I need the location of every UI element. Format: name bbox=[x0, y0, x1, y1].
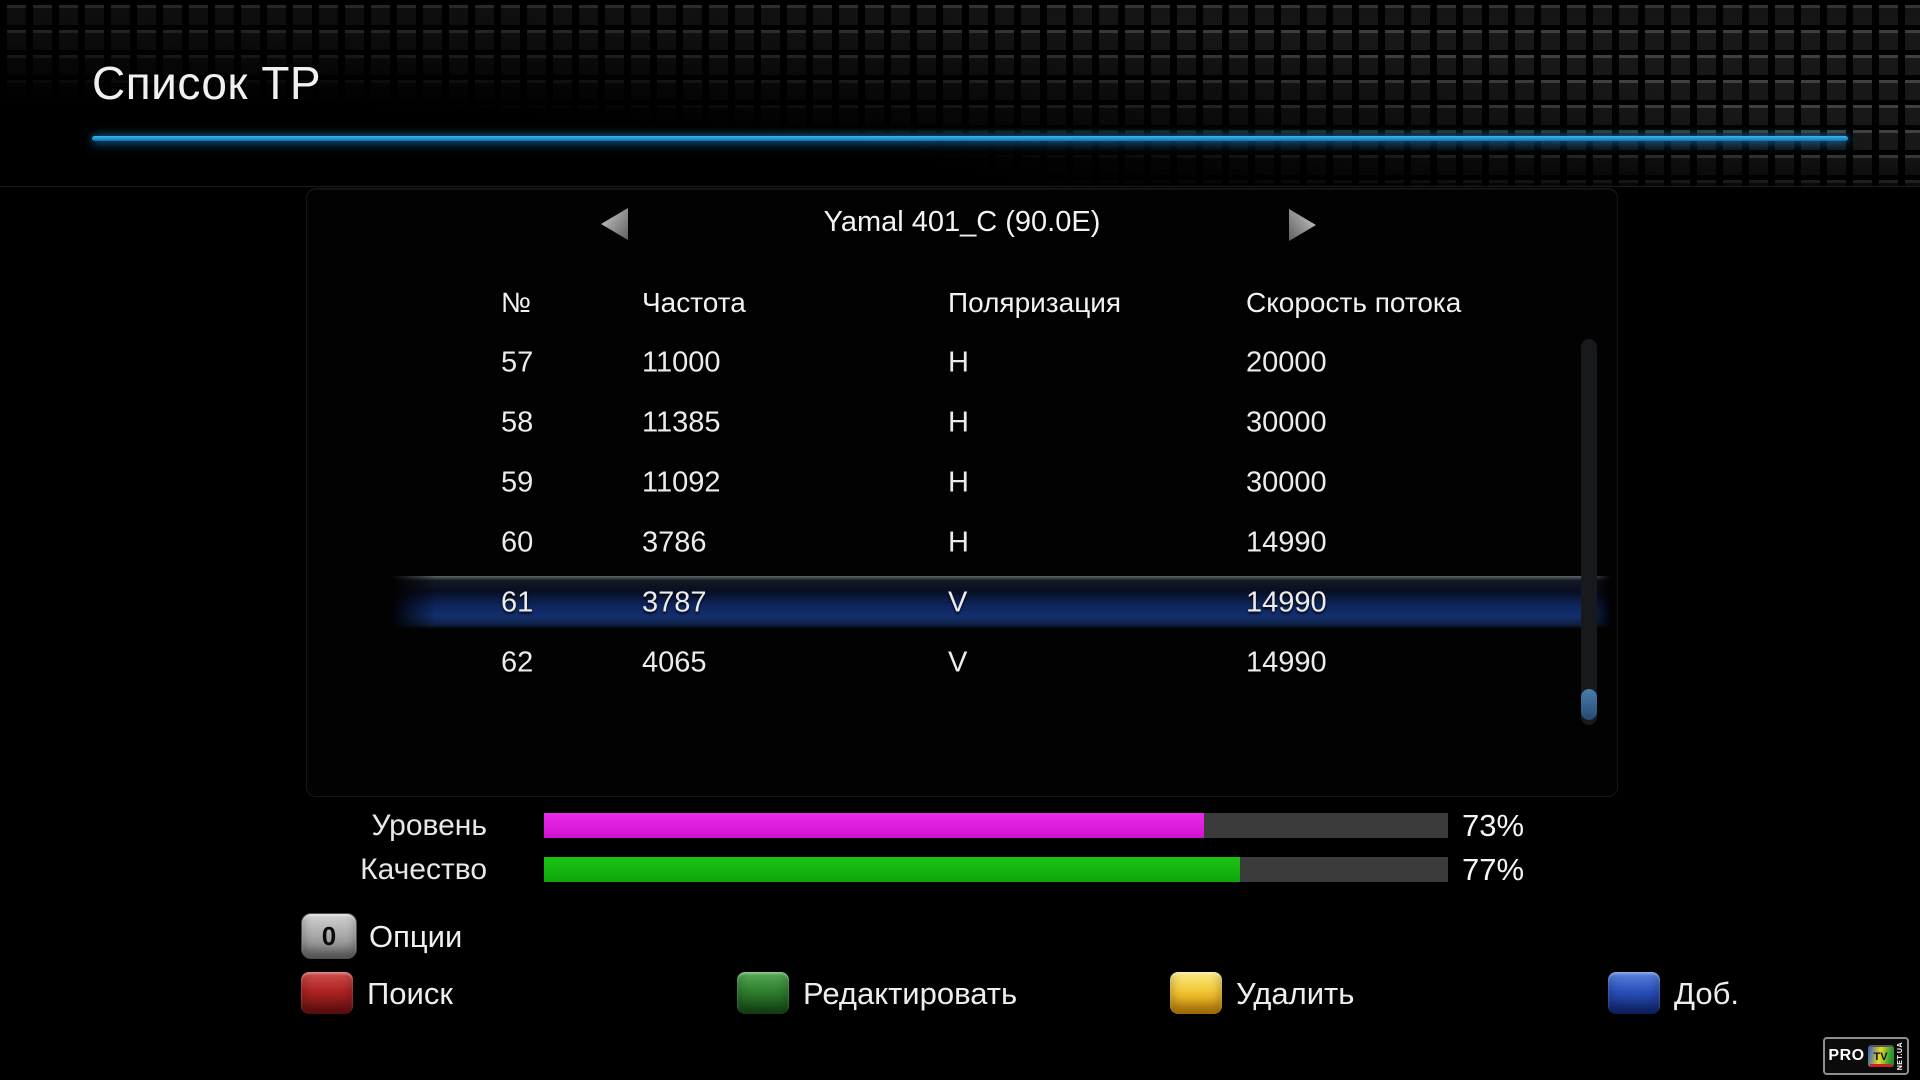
cell-freq: 11000 bbox=[642, 346, 721, 379]
col-header-polarization: Поляризация bbox=[948, 287, 1122, 318]
cell-sr: 30000 bbox=[1246, 466, 1327, 499]
cell-pol: V bbox=[948, 646, 968, 679]
table-row[interactable]: 60 3786 H 14990 bbox=[391, 513, 1611, 573]
table-row[interactable]: 61 3787 V 14990 bbox=[391, 573, 1611, 633]
signal-quality-percent: 77% bbox=[1462, 852, 1525, 887]
signal-level-fill bbox=[544, 813, 1204, 838]
cell-num: 60 bbox=[501, 526, 534, 559]
cell-num: 61 bbox=[501, 586, 534, 619]
cell-sr: 14990 bbox=[1246, 526, 1327, 559]
cell-freq: 3787 bbox=[642, 586, 707, 619]
signal-quality-bar bbox=[544, 857, 1448, 882]
cell-pol: V bbox=[948, 586, 968, 619]
scrollbar-thumb[interactable] bbox=[1581, 689, 1597, 720]
cell-freq: 11092 bbox=[642, 466, 721, 499]
signal-quality-fill bbox=[544, 857, 1241, 882]
watermark-brand: PRO bbox=[1828, 1047, 1865, 1064]
satellite-name: Yamal 401_C (90.0E) bbox=[823, 206, 1101, 238]
red-key-search[interactable]: Поиск bbox=[301, 972, 453, 1014]
green-key-edit[interactable]: Редактировать bbox=[737, 972, 1017, 1014]
green-key-label: Редактировать bbox=[803, 976, 1018, 1011]
options-key-label: Опции bbox=[369, 919, 463, 954]
yellow-key-delete[interactable]: Удалить bbox=[1170, 972, 1354, 1014]
cell-num: 59 bbox=[501, 466, 534, 499]
tv-icon: TV bbox=[1867, 1045, 1894, 1067]
cell-pol: H bbox=[948, 526, 969, 559]
background-texture bbox=[0, 0, 1920, 187]
watermark-suffix: NET.UA bbox=[1896, 1041, 1904, 1071]
cell-pol: H bbox=[948, 406, 969, 439]
red-key-label: Поиск bbox=[367, 976, 453, 1011]
red-key-icon bbox=[301, 972, 353, 1014]
blue-key-icon bbox=[1608, 972, 1660, 1014]
scrollbar-track[interactable] bbox=[1581, 339, 1597, 725]
cell-freq: 4065 bbox=[642, 646, 707, 679]
page-title: Список ТР bbox=[92, 57, 322, 109]
cell-sr: 20000 bbox=[1246, 346, 1327, 379]
table-row[interactable]: 57 11000 H 20000 bbox=[391, 333, 1611, 393]
cell-pol: H bbox=[948, 466, 969, 499]
yellow-key-label: Удалить bbox=[1236, 976, 1355, 1011]
col-header-symbolrate: Скорость потока bbox=[1246, 287, 1462, 318]
cell-num: 62 bbox=[501, 646, 534, 679]
table-row[interactable]: 62 4065 V 14990 bbox=[391, 633, 1611, 693]
table-row[interactable]: 58 11385 H 30000 bbox=[391, 393, 1611, 453]
signal-level-label: Уровень bbox=[371, 809, 487, 842]
channel-watermark-logo: PRO TV NET.UA bbox=[1823, 1037, 1909, 1075]
col-header-frequency: Частота bbox=[642, 287, 746, 318]
cell-sr: 14990 bbox=[1246, 646, 1327, 679]
blue-key-label: Доб. bbox=[1674, 976, 1739, 1011]
table-row[interactable]: 59 11092 H 30000 bbox=[391, 453, 1611, 513]
cell-num: 58 bbox=[501, 406, 534, 439]
cell-num: 57 bbox=[501, 346, 534, 379]
signal-level-bar bbox=[544, 813, 1448, 838]
cell-freq: 11385 bbox=[642, 406, 721, 439]
cell-freq: 3786 bbox=[642, 526, 707, 559]
table-body: 57 11000 H 20000 58 11385 H 30000 59 11092 H 30000 6… bbox=[391, 333, 1611, 693]
options-key-button[interactable]: 0 bbox=[301, 913, 357, 959]
green-key-icon bbox=[737, 972, 789, 1014]
blue-key-add[interactable]: Доб. bbox=[1608, 972, 1739, 1014]
col-header-number: № bbox=[501, 287, 532, 318]
transponder-panel: Yamal 401_C (90.0E) № Частота Поляризаци… bbox=[306, 188, 1618, 797]
signal-quality-label: Качество bbox=[360, 853, 487, 886]
cell-sr: 30000 bbox=[1246, 406, 1327, 439]
title-divider bbox=[92, 136, 1848, 141]
transponder-table: № Частота Поляризация Скорость потока 57… bbox=[391, 273, 1611, 693]
table-header-row: № Частота Поляризация Скорость потока bbox=[391, 273, 1611, 333]
signal-level-percent: 73% bbox=[1462, 808, 1525, 843]
cell-pol: H bbox=[948, 346, 969, 379]
yellow-key-icon bbox=[1170, 972, 1222, 1014]
cell-sr: 14990 bbox=[1246, 586, 1327, 619]
